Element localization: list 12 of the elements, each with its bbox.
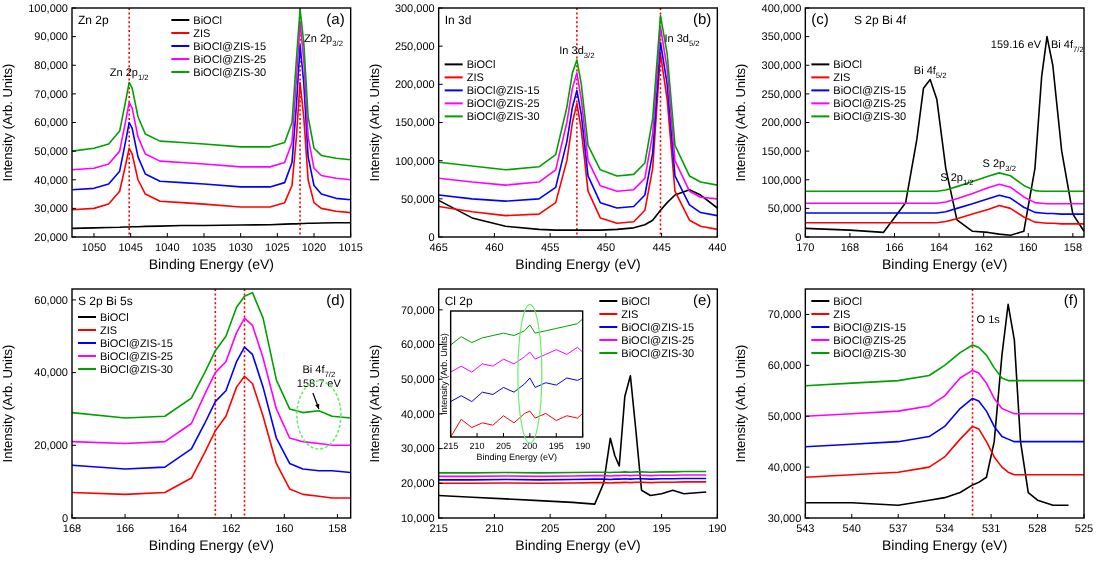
line-series <box>804 183 1085 205</box>
line-series <box>804 204 1085 225</box>
line-series <box>71 8 352 161</box>
line-series <box>804 397 1085 448</box>
line-series <box>804 344 1085 387</box>
line-series <box>71 291 352 419</box>
line-series <box>804 194 1085 215</box>
line-series <box>804 172 1085 192</box>
line-series <box>71 317 352 447</box>
line-series <box>71 346 352 474</box>
line-series <box>804 369 1085 418</box>
line-series <box>71 44 352 201</box>
